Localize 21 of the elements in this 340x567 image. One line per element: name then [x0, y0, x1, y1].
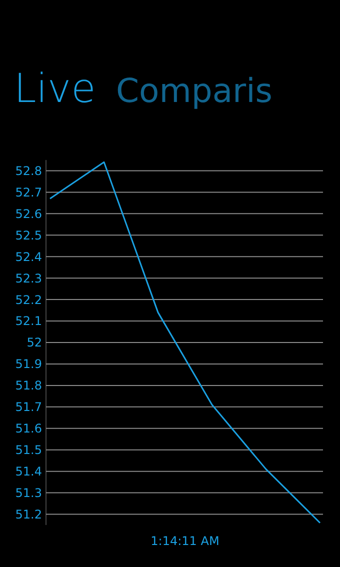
y-tick-label: 52.6 — [15, 206, 42, 221]
x-axis-title: 1:14:11 AM — [150, 534, 220, 548]
y-tick-label: 51.2 — [15, 507, 42, 522]
y-tick-label: 51.3 — [15, 486, 42, 500]
y-tick-label: 51.8 — [15, 378, 42, 393]
chart-title: Live — [14, 66, 96, 112]
y-tick-label: 52.2 — [15, 292, 42, 307]
y-tick-label: 52.7 — [15, 185, 42, 200]
y-tick-label: 51.9 — [15, 357, 42, 372]
y-tick-label: 52.1 — [15, 314, 42, 328]
y-tick-label: 51.7 — [15, 400, 42, 414]
y-tick-label: 52.4 — [15, 250, 42, 264]
y-tick-label: 52.3 — [15, 271, 42, 286]
y-tick-label: 51.6 — [15, 422, 42, 436]
y-tick-label: 52.5 — [15, 228, 42, 242]
line-series — [49, 161, 321, 524]
y-tick-label: 52.8 — [15, 164, 42, 178]
y-tick-label: 51.5 — [15, 443, 42, 458]
chart-subtitle: Comparis — [116, 71, 272, 110]
y-tick-label: 52 — [26, 336, 42, 350]
y-tick-label: 51.4 — [15, 464, 42, 479]
